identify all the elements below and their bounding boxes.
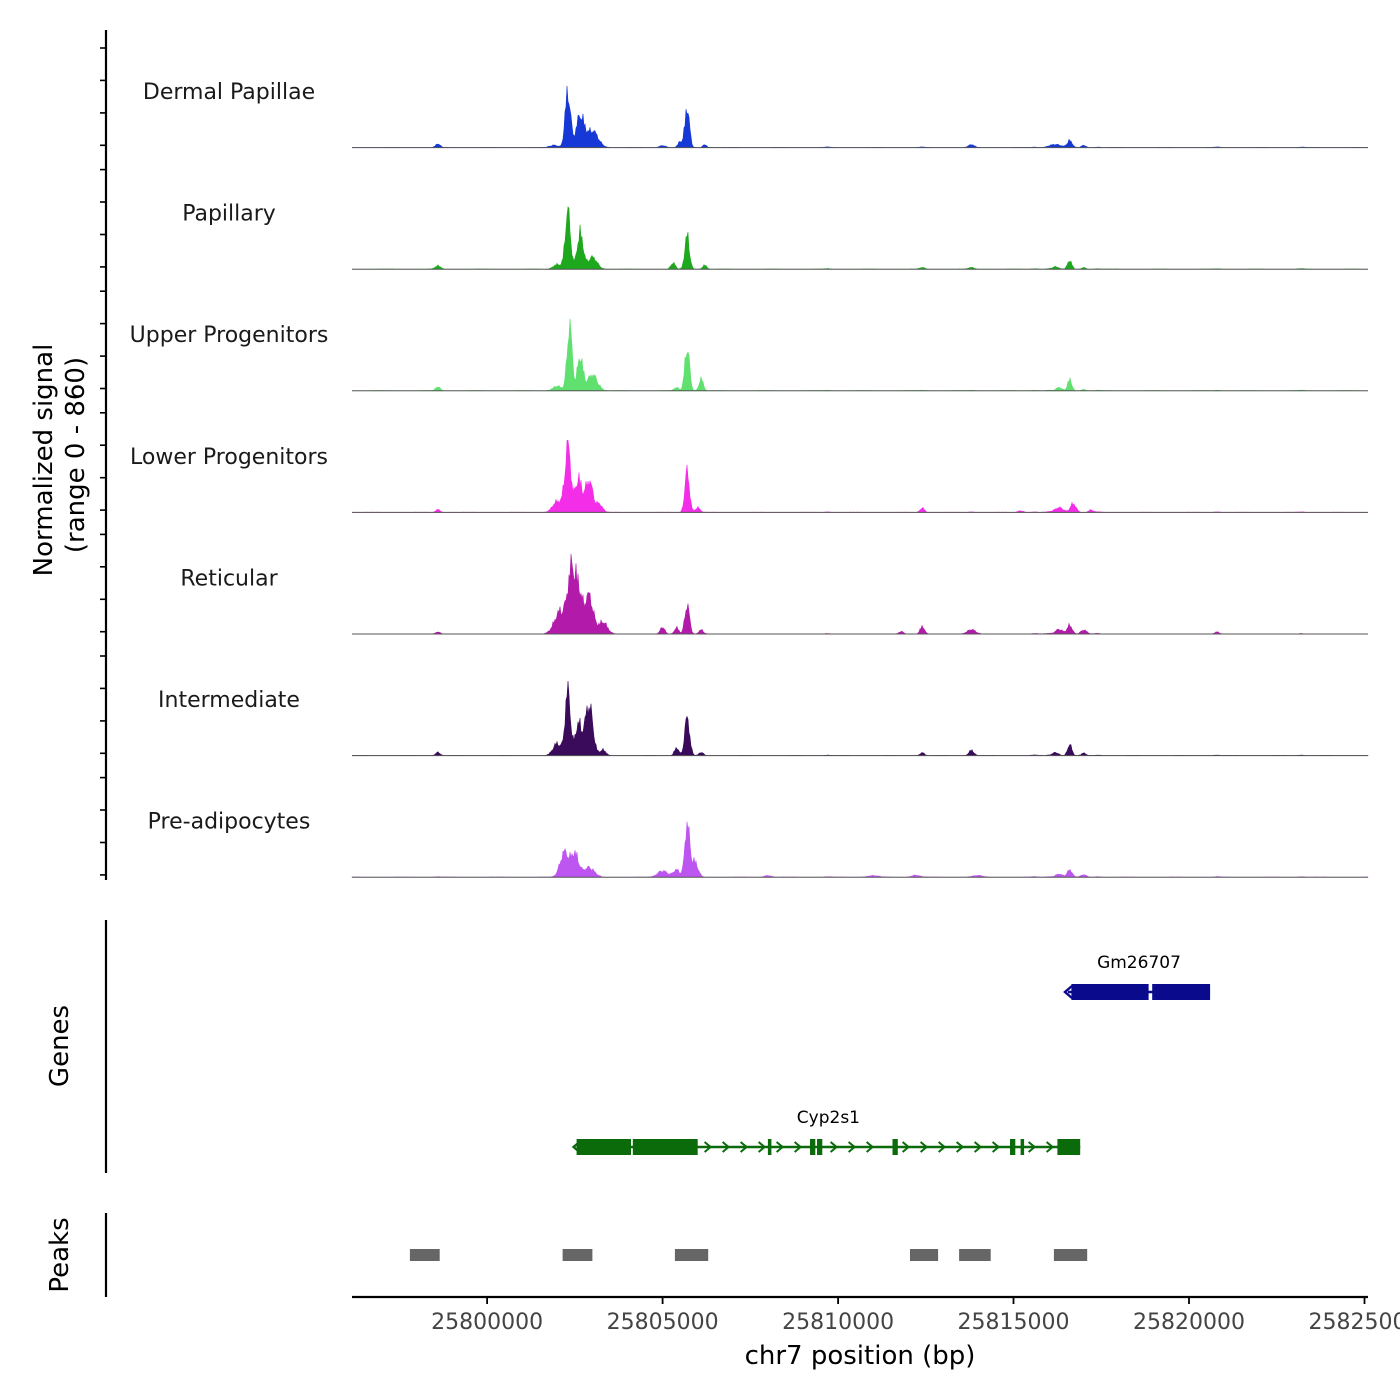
- strand-arrow: [703, 1141, 713, 1153]
- strand-arrow: [1063, 985, 1073, 999]
- gene-cyp2s1: Cyp2s1: [571, 1108, 1081, 1155]
- track-upper-progenitors: Upper Progenitors: [130, 318, 1368, 392]
- gene-label: Gm26707: [1097, 953, 1181, 973]
- exon: [1071, 984, 1149, 1000]
- x-tick-label: 25820000: [1133, 1310, 1245, 1335]
- x-ticks: 25800000 25805000 25810000 25815000 25820000…: [431, 1297, 1400, 1335]
- strand-arrow: [937, 1141, 947, 1153]
- peaks-panel: Peaks: [45, 1213, 1088, 1297]
- exon: [1057, 1139, 1081, 1155]
- genes-y-label: Genes: [45, 1005, 75, 1087]
- x-axis: 25800000 25805000 25810000 25815000 25820000…: [352, 1295, 1400, 1371]
- coverage-panel: Normalized signal (range 0 - 860) Dermal…: [29, 30, 1369, 880]
- coverage-tracks: Dermal Papillae Papillary Upper Progenitor…: [130, 80, 1369, 878]
- coverage-area: [351, 821, 1369, 878]
- track-label: Lower Progenitors: [130, 445, 328, 470]
- x-tick-label: 25810000: [782, 1310, 894, 1335]
- genes-panel: Genes Gm26707 Cyp2s1: [45, 920, 1211, 1173]
- coverage-area: [352, 439, 1368, 513]
- track-label: Upper Progenitors: [130, 323, 329, 348]
- x-tick-label: 25800000: [431, 1310, 543, 1335]
- coverage-y-range-label: (range 0 - 860): [61, 357, 91, 553]
- gene-models: Gm26707 Cyp2s1: [571, 953, 1211, 1155]
- track-label: Reticular: [180, 566, 278, 591]
- strand-arrow: [973, 1141, 983, 1153]
- exon: [576, 1139, 631, 1155]
- coverage-y-label: Normalized signal: [29, 344, 59, 577]
- x-tick-label: 25815000: [958, 1310, 1070, 1335]
- track-label: Papillary: [182, 202, 276, 227]
- strand-arrow: [865, 1141, 875, 1153]
- coverage-area: [352, 318, 1368, 392]
- strand-arrow: [1027, 1141, 1037, 1153]
- coverage-area: [352, 206, 1368, 270]
- gene-gm26707: Gm26707: [1063, 953, 1211, 1000]
- exon: [1010, 1139, 1016, 1155]
- strand-arrow: [991, 1141, 1001, 1153]
- track-pre-adipocytes: Pre-adipocytes: [148, 810, 1369, 878]
- strand-arrow: [1045, 1141, 1055, 1153]
- track-lower-progenitors: Lower Progenitors: [130, 439, 1368, 513]
- x-tick-label: 25825000: [1309, 1310, 1400, 1335]
- peak-region: [959, 1249, 991, 1261]
- strand-arrow: [955, 1141, 965, 1153]
- track-dermal-papillae: Dermal Papillae: [143, 80, 1368, 149]
- coverage-area: [351, 680, 1369, 756]
- strand-arrow: [901, 1141, 911, 1153]
- track-label: Pre-adipocytes: [148, 810, 311, 835]
- strand-arrow: [829, 1141, 839, 1153]
- x-tick-label: 25805000: [607, 1310, 719, 1335]
- strand-arrow: [739, 1141, 749, 1153]
- strand-arrow: [793, 1141, 803, 1153]
- peak-regions: [409, 1249, 1088, 1261]
- peak-region: [910, 1249, 939, 1261]
- track-reticular: Reticular: [180, 553, 1368, 635]
- exon: [767, 1139, 772, 1155]
- exon: [1020, 1139, 1025, 1155]
- coverage-area: [352, 553, 1368, 635]
- coverage-y-ticks: [100, 47, 106, 876]
- track-intermediate: Intermediate: [158, 680, 1369, 757]
- track-papillary: Papillary: [182, 202, 1368, 270]
- peak-region: [674, 1249, 709, 1261]
- peak-region: [409, 1249, 440, 1261]
- exon: [810, 1139, 816, 1155]
- peak-region: [1053, 1249, 1088, 1261]
- exon: [632, 1139, 698, 1155]
- peak-region: [562, 1249, 593, 1261]
- strand-arrow: [721, 1141, 731, 1153]
- exon: [1152, 984, 1211, 1000]
- coverage-area: [352, 85, 1368, 148]
- track-label: Dermal Papillae: [143, 80, 315, 105]
- gene-label: Cyp2s1: [797, 1108, 860, 1128]
- exon: [892, 1139, 898, 1155]
- strand-arrow: [847, 1141, 857, 1153]
- strand-arrow: [757, 1141, 767, 1153]
- x-axis-label: chr7 position (bp): [745, 1341, 976, 1371]
- track-label: Intermediate: [158, 688, 300, 713]
- strand-arrow: [919, 1141, 929, 1153]
- exon: [817, 1139, 823, 1155]
- peaks-y-label: Peaks: [45, 1217, 75, 1292]
- strand-arrow: [775, 1141, 785, 1153]
